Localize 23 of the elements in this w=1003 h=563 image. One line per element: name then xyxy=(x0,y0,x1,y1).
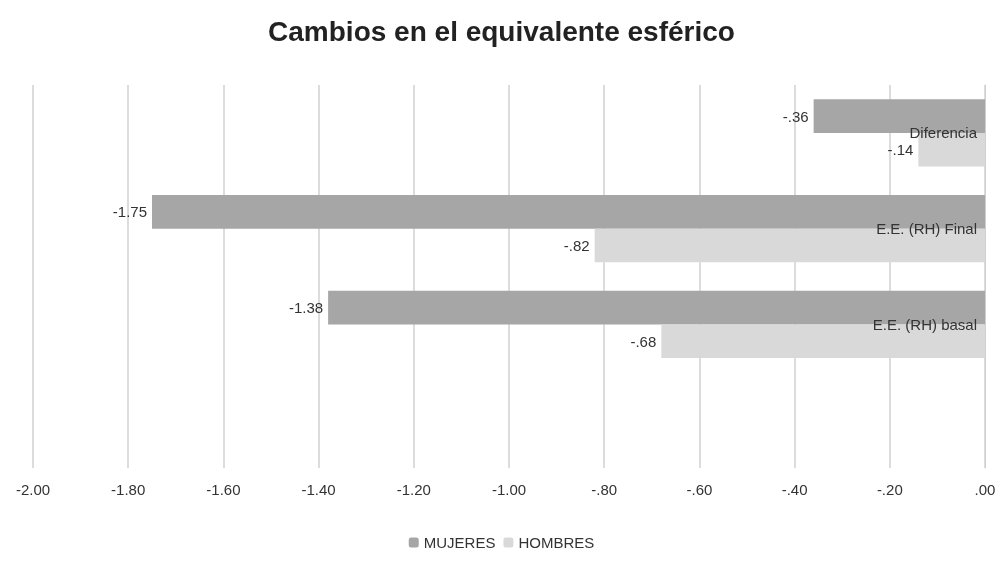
data-label: -.14 xyxy=(887,141,914,159)
legend-label: HOMBRES xyxy=(518,534,595,551)
y-tick-label: E.E. (RH) Final xyxy=(876,220,977,238)
chart-title: Cambios en el equivalente esférico xyxy=(268,15,735,47)
data-label: -1.75 xyxy=(112,203,147,221)
data-label: -.36 xyxy=(782,107,809,125)
x-tick-label: -1.00 xyxy=(491,481,527,498)
x-tick-label: -.40 xyxy=(781,481,808,498)
y-tick-label: Diferencia xyxy=(909,124,978,142)
x-tick-label: -.60 xyxy=(686,481,713,498)
x-tick-label: -1.60 xyxy=(206,481,241,498)
x-tick-label: -.80 xyxy=(591,481,618,498)
x-tick-label: -1.40 xyxy=(301,481,336,498)
x-tick-label: -1.20 xyxy=(396,481,431,498)
x-tick-label: -.20 xyxy=(876,481,903,498)
data-label: -1.38 xyxy=(288,299,324,317)
data-label: -.82 xyxy=(563,236,590,254)
data-label: -.68 xyxy=(630,332,657,350)
x-tick-label: -1.80 xyxy=(111,481,146,498)
x-tick-label: -2.00 xyxy=(15,481,51,498)
x-tick-label: .00 xyxy=(974,481,996,498)
legend-label: MUJERES xyxy=(423,534,496,551)
y-tick-label: E.E. (RH) basal xyxy=(872,315,977,333)
